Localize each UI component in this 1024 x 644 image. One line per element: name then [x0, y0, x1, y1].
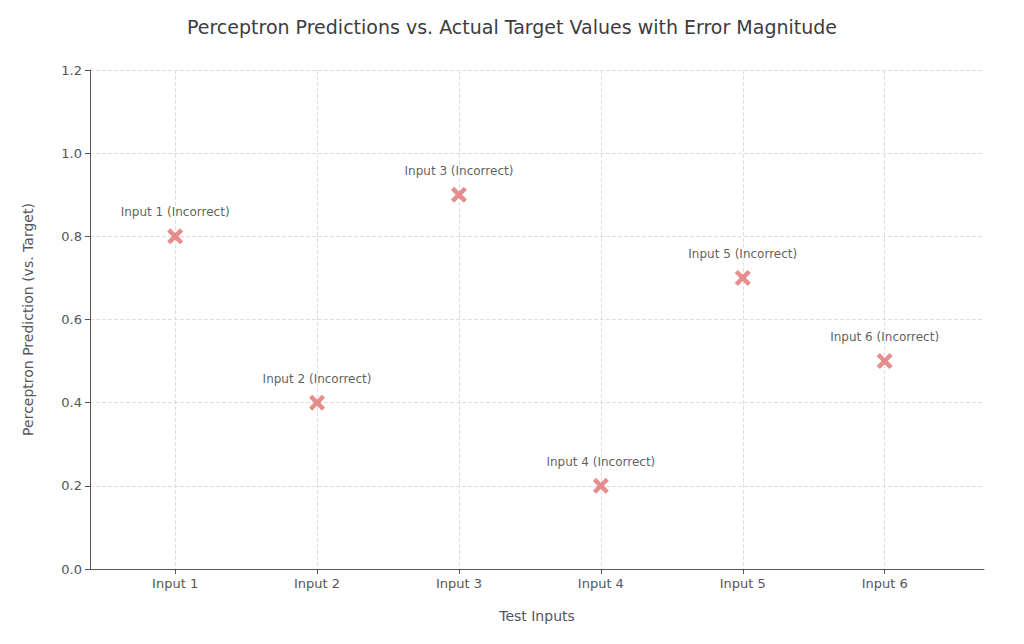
svg-text:Input 4 (Incorrect): Input 4 (Incorrect) — [546, 455, 655, 469]
svg-text:0.0: 0.0 — [61, 562, 82, 577]
svg-text:Test Inputs: Test Inputs — [498, 608, 575, 624]
svg-text:Input 6: Input 6 — [862, 576, 908, 591]
svg-text:Input 2 (Incorrect): Input 2 (Incorrect) — [263, 372, 372, 386]
svg-text:Perceptron Predictions vs. Act: Perceptron Predictions vs. Actual Target… — [187, 16, 837, 38]
svg-text:Input 3 (Incorrect): Input 3 (Incorrect) — [405, 164, 514, 178]
svg-text:0.6: 0.6 — [61, 312, 82, 327]
svg-text:1.0: 1.0 — [61, 146, 82, 161]
svg-text:Input 4: Input 4 — [578, 576, 624, 591]
svg-text:Input 3: Input 3 — [436, 576, 482, 591]
svg-text:Input 5 (Incorrect): Input 5 (Incorrect) — [688, 247, 797, 261]
svg-text:0.8: 0.8 — [61, 229, 82, 244]
svg-text:Perceptron Prediction (vs. Tar: Perceptron Prediction (vs. Target) — [20, 203, 36, 436]
svg-text:0.4: 0.4 — [61, 395, 82, 410]
svg-text:Input 6 (Incorrect): Input 6 (Incorrect) — [830, 330, 939, 344]
svg-text:Input 5: Input 5 — [720, 576, 766, 591]
svg-text:Input 1: Input 1 — [152, 576, 198, 591]
svg-text:Input 1 (Incorrect): Input 1 (Incorrect) — [121, 205, 230, 219]
svg-text:1.2: 1.2 — [61, 63, 82, 78]
svg-text:Input 2: Input 2 — [294, 576, 340, 591]
svg-text:0.2: 0.2 — [61, 478, 82, 493]
